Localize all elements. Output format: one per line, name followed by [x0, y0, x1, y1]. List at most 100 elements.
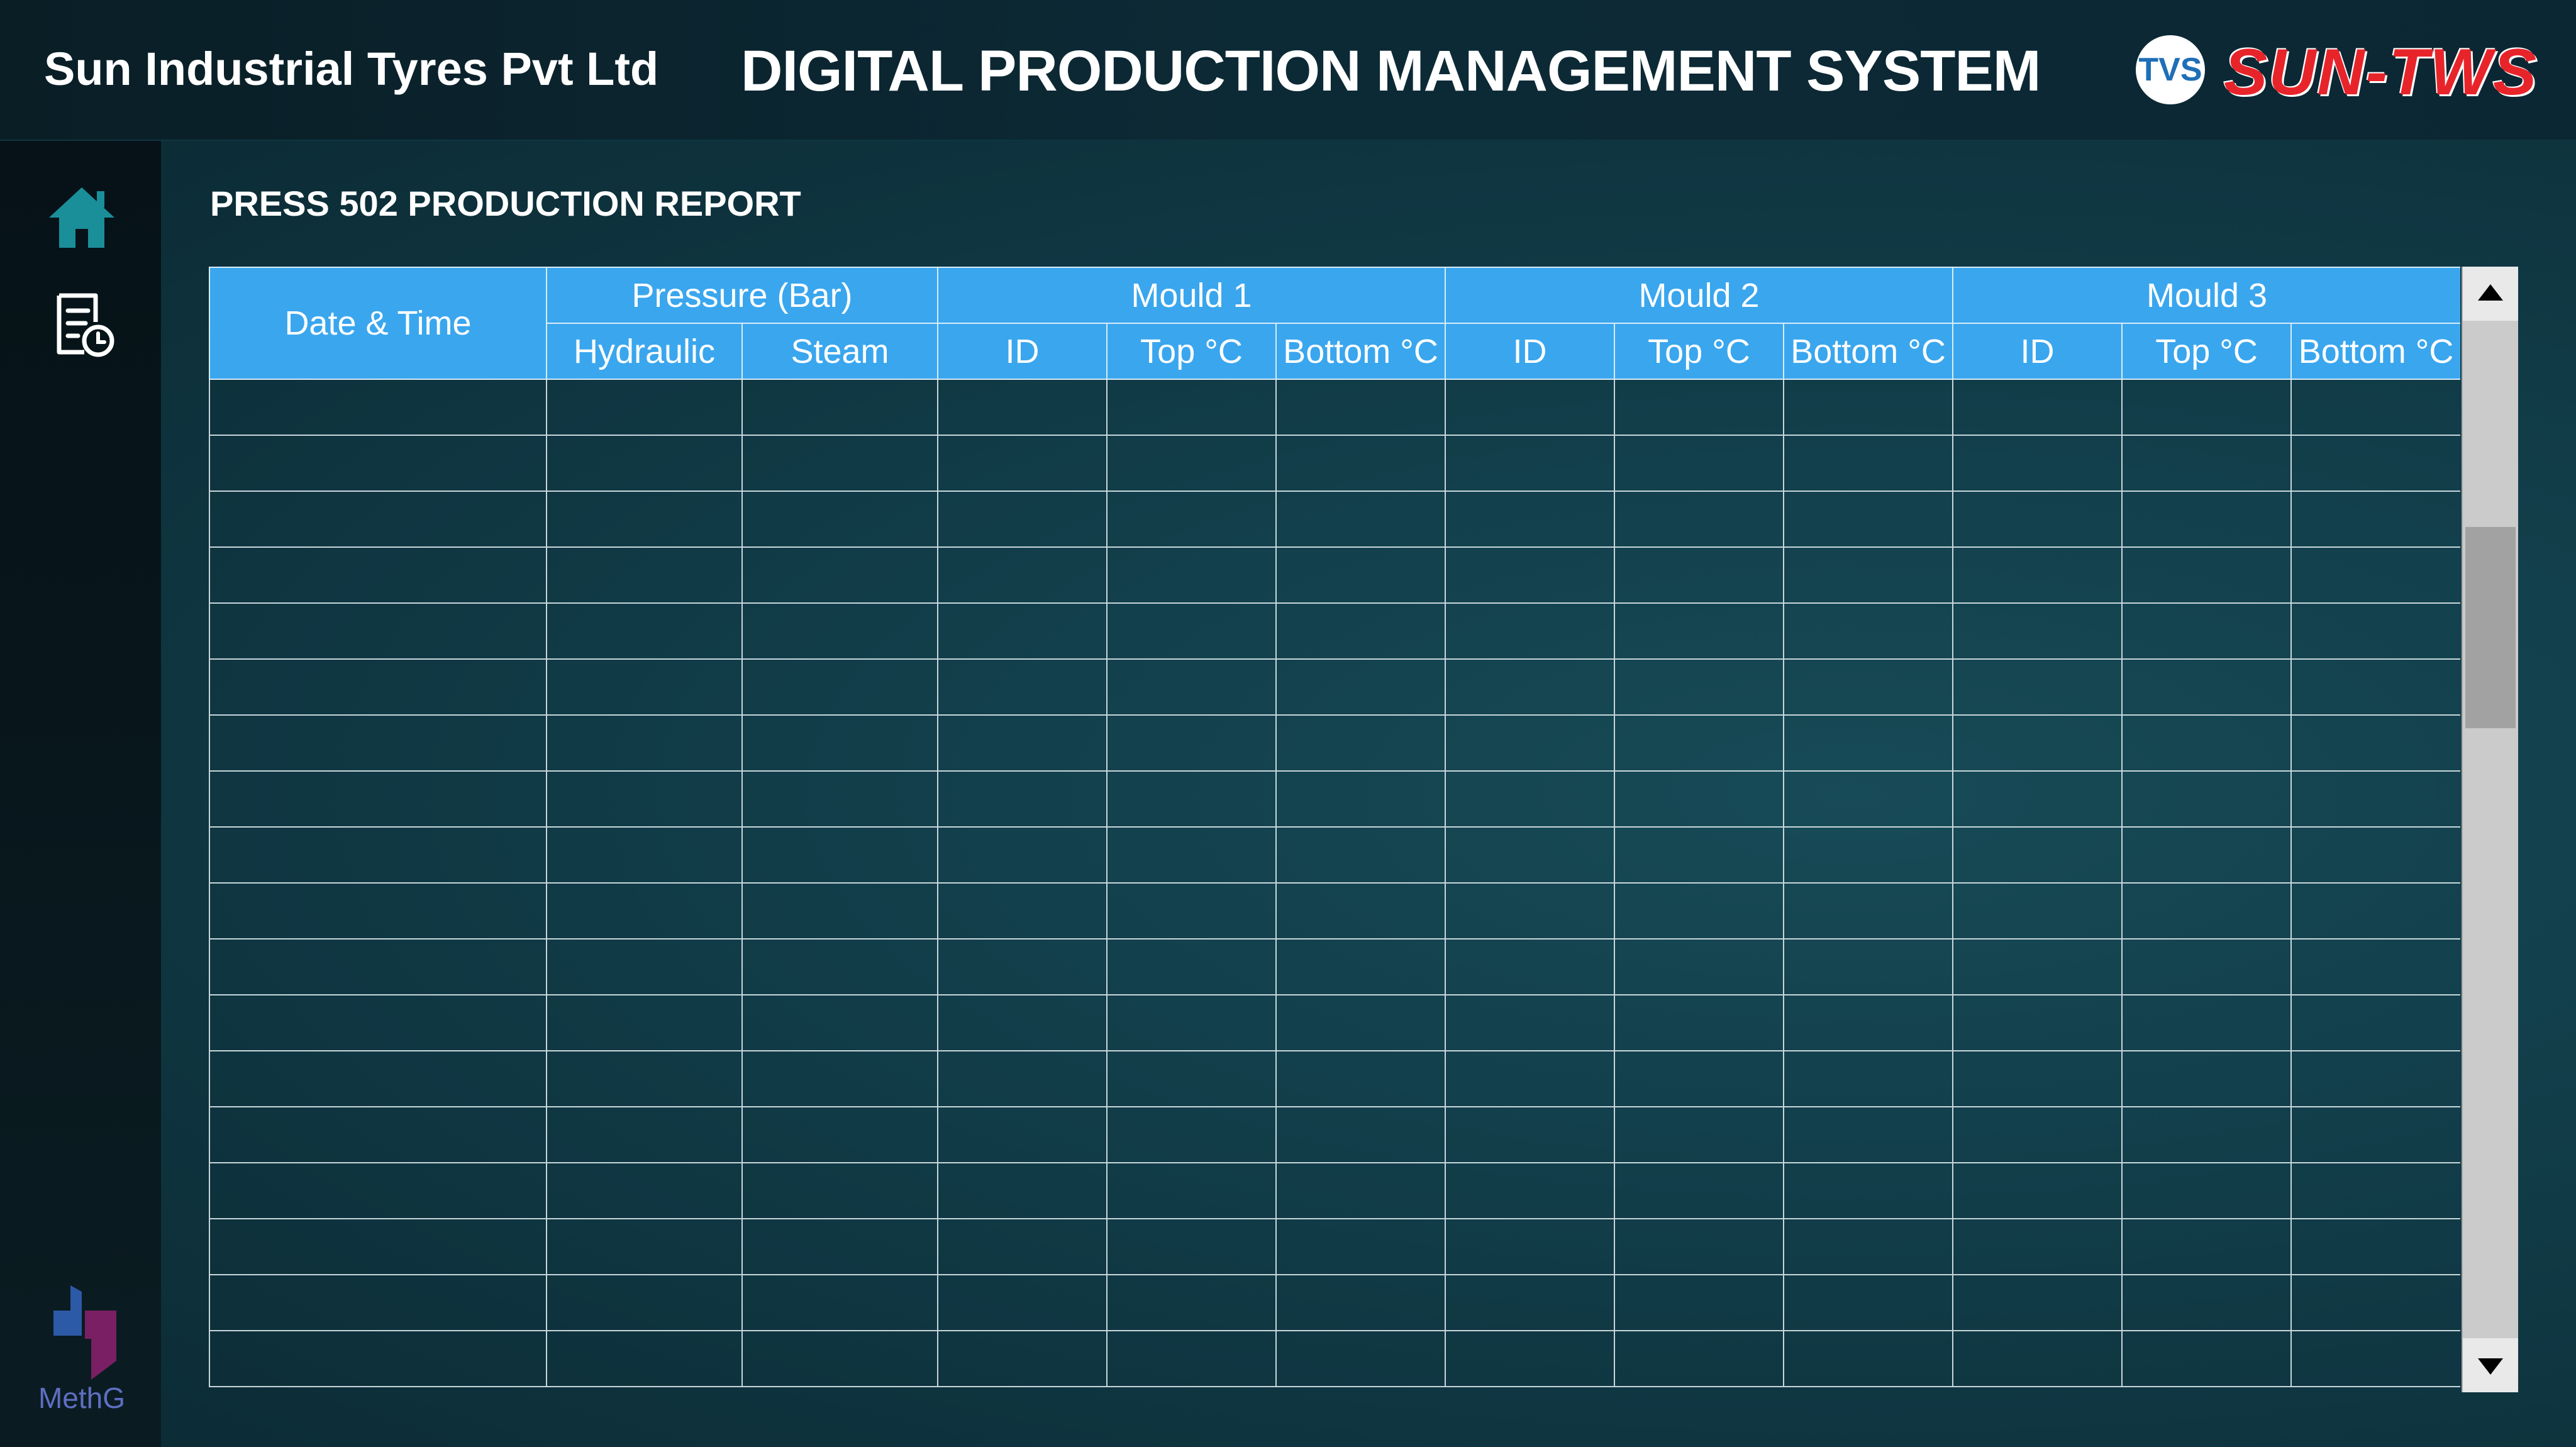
table-cell [546, 994, 743, 1051]
table-cell [937, 435, 1108, 492]
table-cell [937, 882, 1108, 940]
table-cell [546, 1162, 743, 1219]
table-cell [1952, 994, 2123, 1051]
table-row[interactable] [209, 435, 2460, 492]
table-cell [209, 882, 547, 940]
table-cell [1783, 938, 1954, 995]
scroll-up-button[interactable] [2463, 267, 2518, 321]
table-cell [1952, 602, 2123, 660]
table-cell [546, 882, 743, 940]
scroll-thumb[interactable] [2465, 527, 2516, 728]
table-scrollbar[interactable] [2462, 267, 2518, 1392]
production-table-container[interactable]: Date & Time Pressure (Bar) Mould 1 Mould… [209, 267, 2460, 1392]
col-mould1-id[interactable]: ID [937, 323, 1108, 380]
table-cell [1106, 546, 1277, 604]
table-cell [937, 994, 1108, 1051]
table-row[interactable] [209, 1162, 2460, 1219]
table-row[interactable] [209, 1106, 2460, 1163]
table-cell [1783, 546, 1954, 604]
table-row[interactable] [209, 994, 2460, 1051]
table-cell [1783, 1106, 1954, 1163]
table-row[interactable] [209, 826, 2460, 884]
table-cell [1783, 714, 1954, 772]
table-cell [2121, 1330, 2292, 1387]
table-row[interactable] [209, 1330, 2460, 1387]
table-cell [2121, 938, 2292, 995]
table-cell [741, 602, 938, 660]
table-cell [937, 770, 1108, 828]
table-cell [1445, 546, 1616, 604]
table-cell [2121, 994, 2292, 1051]
table-cell [937, 602, 1108, 660]
table-row[interactable] [209, 938, 2460, 995]
table-cell [2290, 770, 2460, 828]
production-table: Date & Time Pressure (Bar) Mould 1 Mould… [209, 267, 2460, 1387]
table-cell [209, 1162, 547, 1219]
table-row[interactable] [209, 1050, 2460, 1107]
table-row[interactable] [209, 658, 2460, 716]
table-cell [546, 1050, 743, 1107]
table-cell [546, 826, 743, 884]
table-cell [741, 770, 938, 828]
table-row[interactable] [209, 1274, 2460, 1331]
sidebar-item-home[interactable] [47, 182, 117, 253]
table-cell [209, 1218, 547, 1275]
table-cell [209, 602, 547, 660]
col-date-time[interactable]: Date & Time [209, 267, 547, 380]
table-cell [1275, 1162, 1446, 1219]
table-cell [1952, 770, 2123, 828]
table-cell [1106, 826, 1277, 884]
col-mould3-top[interactable]: Top °C [2121, 323, 2292, 380]
table-cell [1614, 938, 1785, 995]
table-row[interactable] [209, 602, 2460, 660]
table-cell [2121, 1162, 2292, 1219]
table-cell [741, 658, 938, 716]
table-row[interactable] [209, 714, 2460, 772]
table-cell [1275, 435, 1446, 492]
sidebar-item-report[interactable] [47, 289, 117, 360]
table-cell [209, 435, 547, 492]
table-cell [2290, 1106, 2460, 1163]
table-row[interactable] [209, 491, 2460, 548]
table-cell [1783, 826, 1954, 884]
table-cell [1275, 1218, 1446, 1275]
table-cell [209, 826, 547, 884]
table-row[interactable] [209, 770, 2460, 828]
scroll-down-button[interactable] [2463, 1338, 2518, 1392]
col-mould2-bottom[interactable]: Bottom °C [1783, 323, 1954, 380]
col-steam[interactable]: Steam [741, 323, 938, 380]
col-mould2-id[interactable]: ID [1445, 323, 1616, 380]
table-cell [1614, 1330, 1785, 1387]
group-mould-1: Mould 1 [936, 267, 1446, 324]
company-name: Sun Industrial Tyres Pvt Ltd [44, 43, 659, 95]
col-hydraulic[interactable]: Hydraulic [546, 323, 743, 380]
table-cell [937, 1218, 1108, 1275]
report-title: PRESS 502 PRODUCTION REPORT [210, 184, 801, 223]
table-cell [2121, 658, 2292, 716]
home-icon [49, 187, 114, 248]
table-row[interactable] [209, 1218, 2460, 1275]
col-mould1-top[interactable]: Top °C [1106, 323, 1277, 380]
table-cell [1275, 602, 1446, 660]
table-cell [1275, 882, 1446, 940]
table-cell [2290, 379, 2460, 436]
table-cell [1106, 1162, 1277, 1219]
table-row[interactable] [209, 546, 2460, 604]
table-cell [209, 1330, 547, 1387]
table-cell [209, 546, 547, 604]
col-mould3-bottom[interactable]: Bottom °C [2290, 323, 2460, 380]
table-cell [1614, 1050, 1785, 1107]
col-mould2-top[interactable]: Top °C [1614, 323, 1785, 380]
table-row[interactable] [209, 882, 2460, 940]
table-cell [741, 714, 938, 772]
col-mould3-id[interactable]: ID [1952, 323, 2123, 380]
table-cell [546, 770, 743, 828]
table-cell [2121, 1218, 2292, 1275]
table-cell [1106, 491, 1277, 548]
table-cell [1952, 882, 2123, 940]
table-cell [1614, 379, 1785, 436]
col-mould1-bottom[interactable]: Bottom °C [1275, 323, 1446, 380]
table-cell [2290, 938, 2460, 995]
table-cell [1614, 602, 1785, 660]
table-row[interactable] [209, 379, 2460, 436]
